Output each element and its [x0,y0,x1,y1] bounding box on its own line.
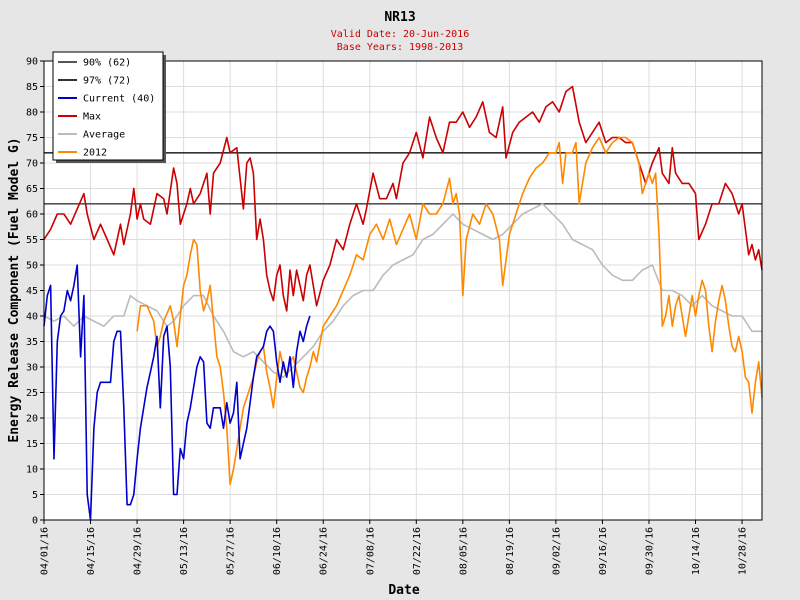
x-tick-label: 04/29/16 [133,527,144,575]
y-tick-label: 50 [26,261,38,272]
y-tick-label: 75 [26,133,38,144]
y-tick-label: 15 [26,439,38,450]
y-tick-label: 20 [26,414,38,425]
legend-label: Max [83,112,101,123]
legend-label: 97% (72) [83,76,131,87]
chart-series [43,85,763,521]
legend-label: 2012 [83,148,107,159]
legend-box [52,51,164,161]
x-tick-label: 07/08/16 [365,527,376,575]
x-tick-label: 05/27/16 [226,527,237,575]
y-tick-label: 30 [26,363,38,374]
chart-axes: 0 5 10 15 20 25 30 35 40 45 50 55 60 65 70 75 80 85 90 04/0… [26,57,763,575]
y-tick-label: 35 [26,337,38,348]
chart-title: NR13 [384,10,415,25]
x-tick-label: 04/01/16 [40,527,51,575]
legend-label: Average [83,130,125,141]
x-tick-label: 09/30/16 [644,527,655,575]
plot-frame [43,60,763,521]
y-tick-label: 60 [26,210,38,221]
x-tick-label: 08/05/16 [458,527,469,575]
y-tick-label: 40 [26,312,38,323]
x-tick-label: 09/02/16 [551,527,562,575]
series-line-current-40 [43,264,311,521]
y-tick-label: 25 [26,388,38,399]
y-tick-label: 45 [26,286,38,297]
y-tick-label: 0 [32,516,38,527]
chart-legend: 90% (62) 97% (72) Current (40) Max Average 20… [52,51,166,163]
chart-subtitle-valid-date: Valid Date: 20-Jun-2016 [331,29,469,40]
x-axis-label: Date [388,583,419,598]
chart-subtitle-base-years: Base Years: 1998-2013 [337,42,463,53]
x-tick-label: 06/24/16 [319,527,330,575]
x-tick-label: 06/10/16 [272,527,283,575]
x-tick-label: 04/15/16 [86,527,97,575]
y-tick-label: 85 [26,82,38,93]
legend-label: 90% (62) [83,58,131,69]
x-tick-label: 08/19/16 [505,527,516,575]
series-line-average [43,203,762,378]
legend-label: Current (40) [83,94,155,105]
y-tick-label: 10 [26,465,38,476]
y-tick-label: 70 [26,159,38,170]
x-tick-label: 10/14/16 [691,527,702,575]
y-tick-label: 80 [26,108,38,119]
y-tick-label: 90 [26,57,38,68]
x-tick-label: 10/28/16 [738,527,749,575]
x-tick-label: 07/22/16 [412,527,423,575]
y-tick-label: 65 [26,184,38,195]
y-tick-label: 5 [32,490,38,501]
y-axis-label: Energy Release Component (Fuel Model G) [7,137,22,442]
x-tick-label: 05/13/16 [179,527,190,575]
x-tick-label: 09/16/16 [598,527,609,575]
y-tick-label: 55 [26,235,38,246]
